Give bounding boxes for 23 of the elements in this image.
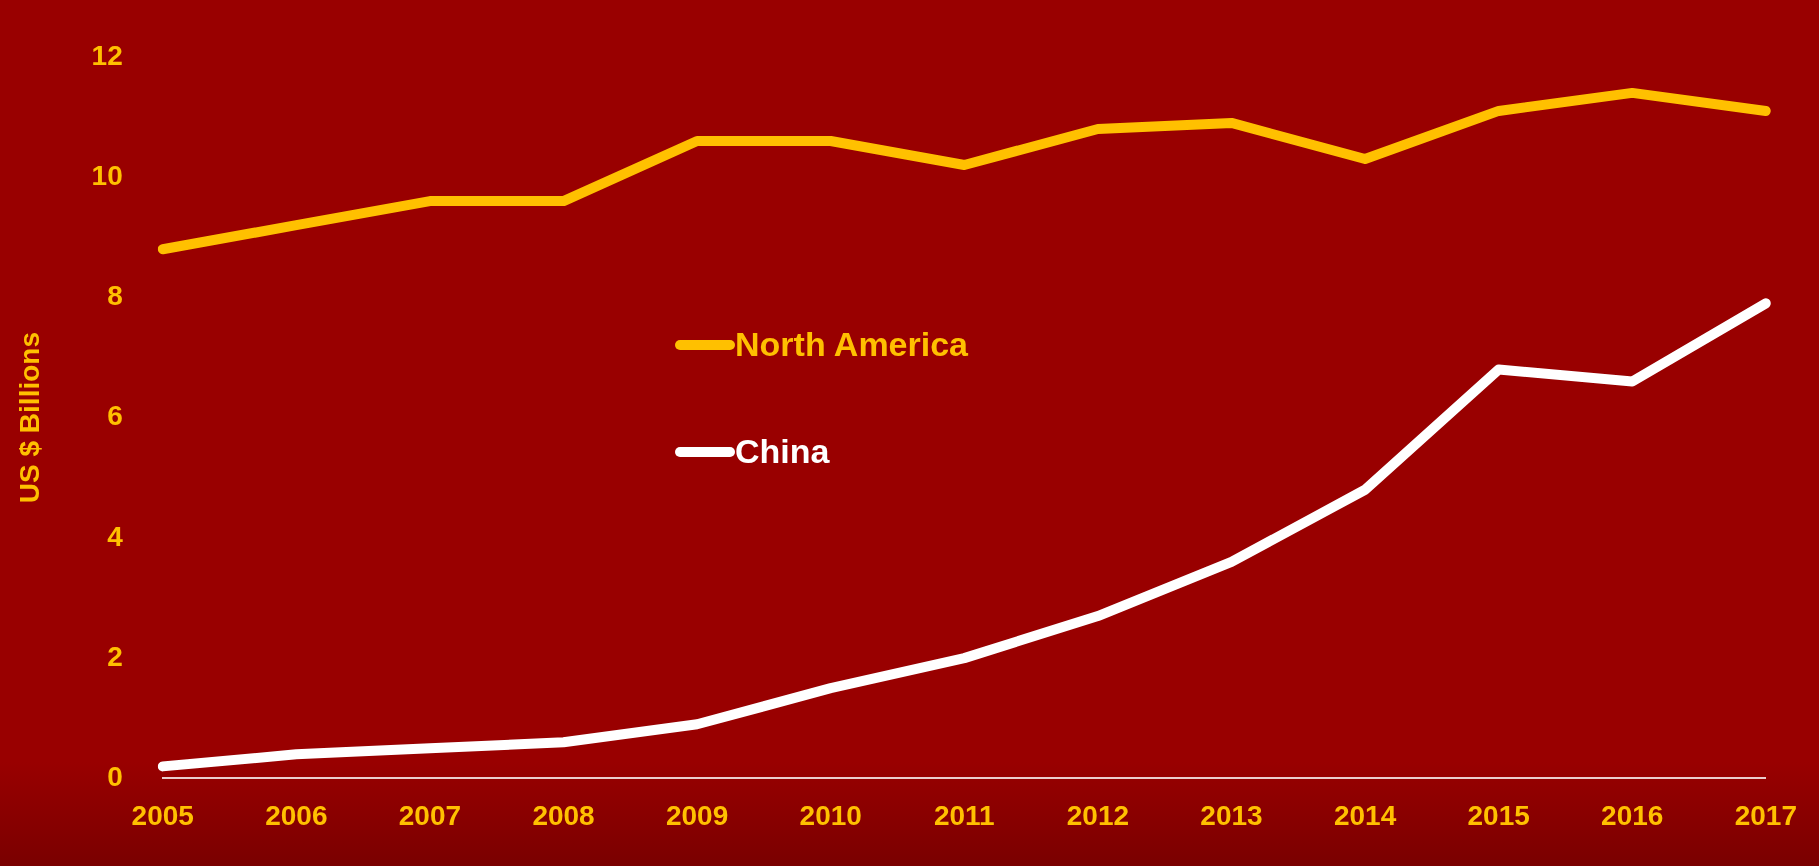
x-tick-label: 2015 xyxy=(1467,799,1530,831)
x-tick-label: 2006 xyxy=(265,799,328,831)
x-tick-label: 2014 xyxy=(1333,799,1397,831)
legend-label: North America xyxy=(735,325,969,364)
x-tick-label: 2013 xyxy=(1200,799,1263,831)
y-axis-title: US $ Billions xyxy=(13,332,45,504)
y-tick-label: 4 xyxy=(107,520,124,552)
x-tick-label: 2017 xyxy=(1734,799,1797,831)
x-tick-label: 2011 xyxy=(933,799,995,831)
y-tick-label: 0 xyxy=(107,761,123,793)
legend-label: China xyxy=(735,432,830,471)
x-tick-label: 2009 xyxy=(665,799,729,831)
y-tick-label: 12 xyxy=(91,39,123,71)
x-tick-label: 2012 xyxy=(1066,799,1130,831)
y-tick-label: 2 xyxy=(107,640,123,672)
y-tick-label: 10 xyxy=(91,159,123,191)
x-tick-label: 2016 xyxy=(1601,799,1664,831)
x-tick-label: 2010 xyxy=(799,799,862,831)
x-tick-label: 2007 xyxy=(398,799,462,831)
x-tick-label: 2008 xyxy=(532,799,595,831)
x-tick-label: 2005 xyxy=(131,799,194,831)
y-tick-label: 6 xyxy=(107,400,123,432)
y-tick-label: 8 xyxy=(107,280,123,312)
